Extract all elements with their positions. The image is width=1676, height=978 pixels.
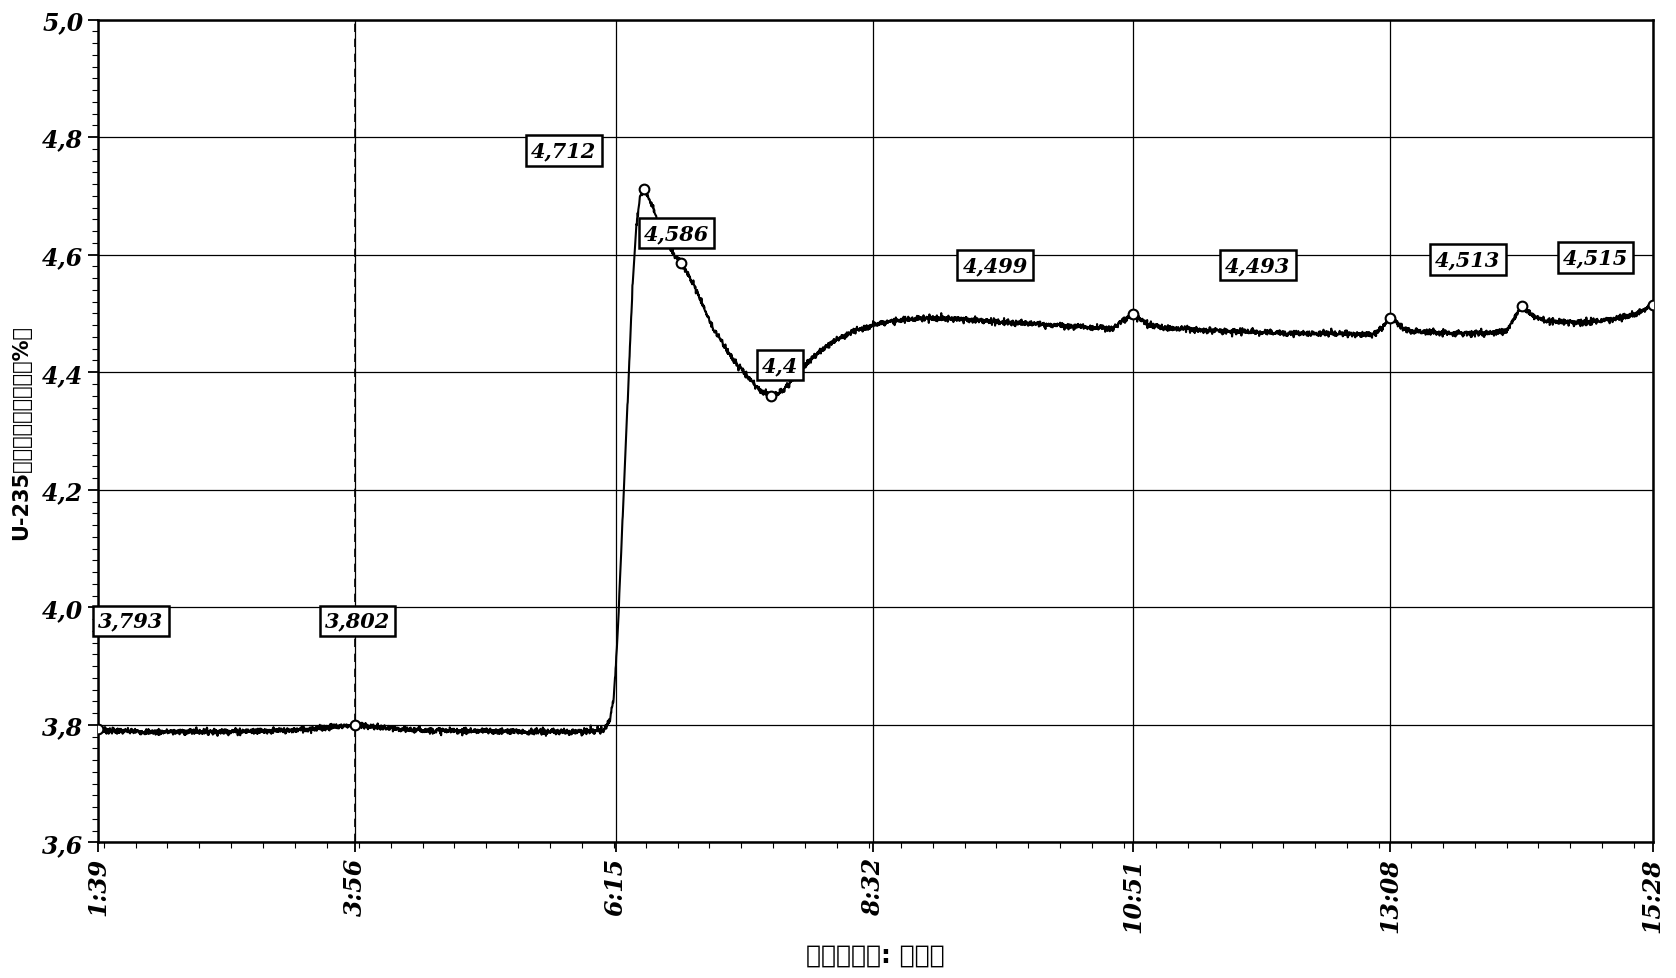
Text: 3,802: 3,802 [325,611,391,631]
Y-axis label: U-235同位素的质量分数（%）: U-235同位素的质量分数（%） [12,324,32,539]
Text: 4,513: 4,513 [1435,250,1500,270]
Text: 4,493: 4,493 [1225,256,1291,276]
Text: 4,515: 4,515 [1562,248,1627,268]
Text: 4,712: 4,712 [531,142,597,161]
Text: 4,499: 4,499 [962,256,1027,276]
Text: 3,793: 3,793 [99,611,163,631]
Text: 4,586: 4,586 [644,224,709,244]
X-axis label: 时间（小时: 分钟）: 时间（小时: 分钟） [806,943,945,967]
Text: 4,4: 4,4 [763,356,798,376]
